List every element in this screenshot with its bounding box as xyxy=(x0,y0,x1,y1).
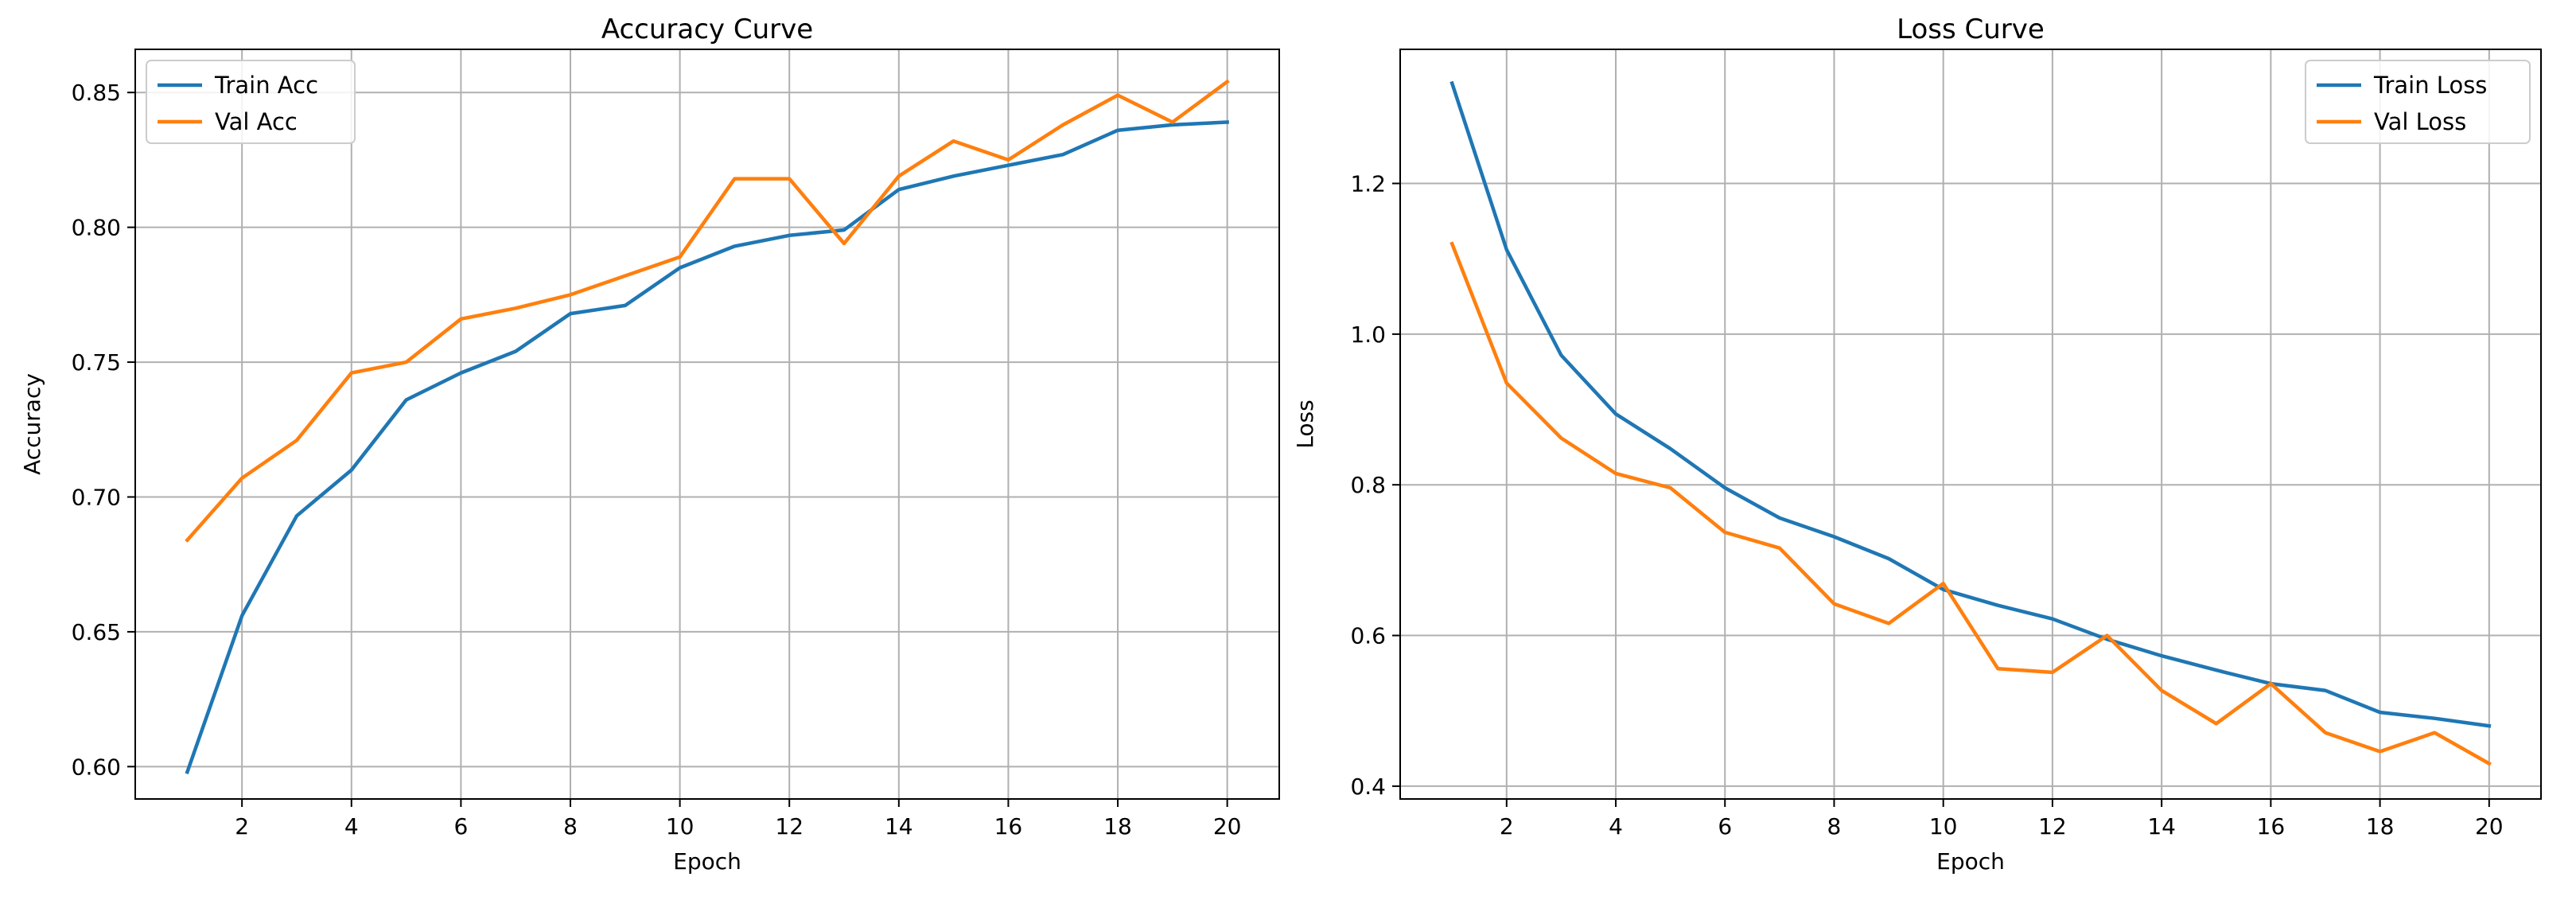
loss-ytick-label: 0.6 xyxy=(1350,623,1386,649)
loss-series-train-loss-line xyxy=(1449,80,2492,728)
accuracy-ytick-label: 0.85 xyxy=(72,80,121,106)
accuracy-y-axis-label: Accuracy xyxy=(19,373,45,475)
accuracy-xtick-label: 12 xyxy=(775,813,804,840)
loss-xtick-label: 20 xyxy=(2475,813,2504,840)
accuracy-series-val-acc-line xyxy=(185,79,1230,543)
loss-y-axis-label: Loss xyxy=(1292,399,1318,448)
loss-chart-title: Loss Curve xyxy=(1897,14,2045,45)
loss-x-axis-label: Epoch xyxy=(1936,848,2005,875)
accuracy-xtick-label: 4 xyxy=(344,813,359,840)
loss-xtick-label: 2 xyxy=(1500,813,1514,840)
accuracy-xtick-label: 20 xyxy=(1213,813,1242,840)
accuracy-x-axis-label: Epoch xyxy=(673,848,741,875)
loss-ytick-label: 1.0 xyxy=(1350,322,1386,348)
loss-legend-box xyxy=(2305,60,2531,144)
loss-series-val-loss-line xyxy=(1449,241,2492,766)
accuracy-ytick-label: 0.80 xyxy=(72,215,121,241)
loss-xtick-label: 4 xyxy=(1609,813,1623,840)
accuracy-ytick-label: 0.65 xyxy=(72,619,121,645)
accuracy-xtick-label: 14 xyxy=(885,813,913,840)
loss-ytick-label: 1.2 xyxy=(1350,171,1386,197)
accuracy-legend-label: Val Acc xyxy=(215,108,298,135)
accuracy-ytick-label: 0.75 xyxy=(72,349,121,376)
accuracy-chart-title: Accuracy Curve xyxy=(601,14,813,45)
loss-xtick-label: 6 xyxy=(1718,813,1732,840)
loss-xtick-label: 18 xyxy=(2366,813,2395,840)
accuracy-legend-label: Train Acc xyxy=(214,72,318,99)
loss-xtick-label: 8 xyxy=(1827,813,1842,840)
loss-plot-frame xyxy=(1399,49,2542,800)
accuracy-legend: Train Acc Val Acc xyxy=(146,60,356,144)
accuracy-xtick-label: 8 xyxy=(563,813,578,840)
loss-xtick-label: 10 xyxy=(1929,813,1958,840)
loss-xtick-label: 16 xyxy=(2257,813,2286,840)
accuracy-plot-frame xyxy=(134,49,1280,800)
loss-ytick-label: 0.4 xyxy=(1350,774,1386,800)
loss-chart: 2 4 6 8 10 12 14 16 18 20 0.4 0.6 0.8 1.0 1.2 Loss Curv… xyxy=(1292,14,2542,875)
accuracy-series-train-acc-line xyxy=(185,120,1229,774)
loss-ytick-label: 0.8 xyxy=(1350,472,1386,498)
loss-legend: Train Loss Val Loss xyxy=(2305,60,2531,144)
loss-legend-label: Train Loss xyxy=(2373,72,2487,99)
loss-xtick-label: 14 xyxy=(2147,813,2176,840)
accuracy-xtick-label: 16 xyxy=(994,813,1023,840)
accuracy-xtick-label: 6 xyxy=(453,813,468,840)
accuracy-ytick-label: 0.60 xyxy=(72,754,121,780)
accuracy-ytick-label: 0.70 xyxy=(72,484,121,510)
accuracy-xtick-label: 2 xyxy=(235,813,249,840)
loss-legend-label: Val Loss xyxy=(2374,108,2466,135)
accuracy-xtick-label: 18 xyxy=(1103,813,1132,840)
accuracy-xtick-label: 10 xyxy=(666,813,695,840)
loss-xtick-label: 12 xyxy=(2038,813,2067,840)
accuracy-chart: 2 4 6 8 10 12 14 16 18 20 0.60 0.65 0.70 0.75 0.80 0.85… xyxy=(19,14,1280,875)
